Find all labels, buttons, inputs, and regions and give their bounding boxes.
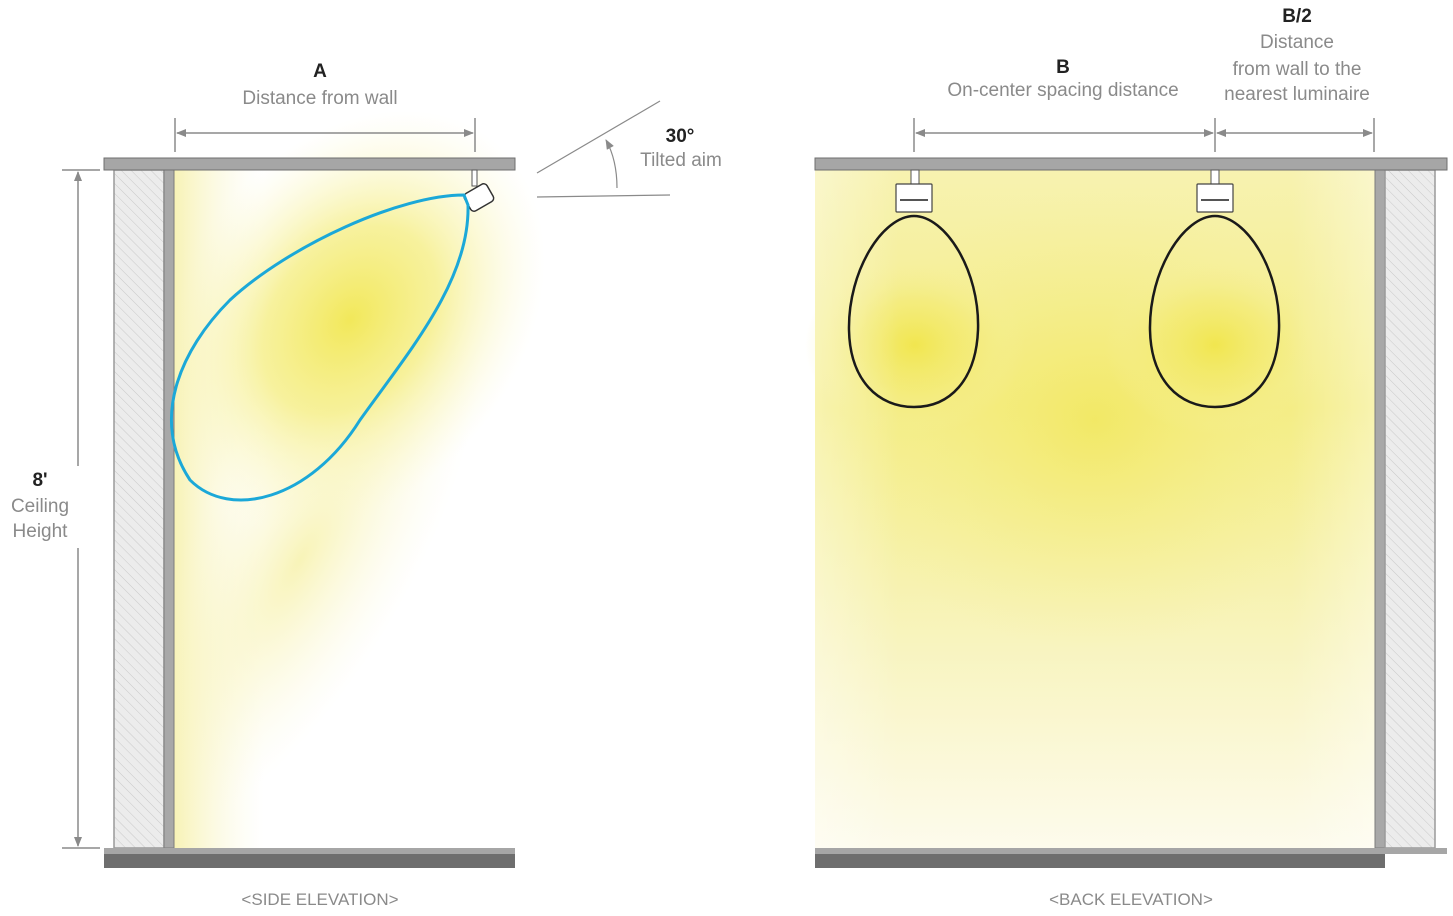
back-wall-hatch (1384, 169, 1436, 849)
dimension-b (913, 118, 1216, 152)
dimension-b-half-caption-3: nearest luminaire (1224, 84, 1370, 105)
back-light-edge-fade (815, 170, 1375, 848)
back-ceiling (814, 157, 1448, 171)
side-floor-top (104, 848, 515, 854)
tilt-angle-indicator (536, 100, 671, 198)
dimension-a-caption: Distance from wall (242, 88, 398, 109)
back-floor-top (815, 848, 1447, 854)
tilt-angle-value: 30° (665, 126, 695, 147)
side-light-hotspot (155, 110, 545, 530)
tilt-angle-caption: Tilted aim (640, 150, 722, 171)
side-elevation (62, 100, 671, 868)
dimension-a-letter: A (313, 61, 327, 82)
side-beam-outline (169, 193, 470, 502)
back-beam-outline-left (847, 214, 980, 409)
back-beam-outline-right (1148, 214, 1281, 409)
back-elevation (805, 118, 1448, 868)
dimension-b-half-caption-1: Distance (1260, 32, 1334, 53)
side-wall-face (163, 169, 175, 849)
ceiling-height-value: 8' (32, 470, 48, 491)
side-floor (104, 854, 515, 868)
ceiling-height-caption-2: Height (12, 521, 68, 542)
dimension-b-caption: On-center spacing distance (947, 80, 1179, 101)
back-floor (815, 854, 1385, 868)
dimension-b-half (1216, 118, 1375, 152)
dimension-height (62, 169, 100, 849)
dimension-b-letter: B (1056, 57, 1070, 78)
ceiling-height-caption-1: Ceiling (10, 496, 70, 517)
side-wall-hatch (113, 169, 165, 849)
side-elevation-caption: <SIDE ELEVATION> (241, 890, 399, 909)
dimension-b-half-caption-2: from wall to the (1232, 59, 1362, 80)
back-luminaire-left-icon (895, 169, 933, 213)
back-luminaire-right-icon (1196, 169, 1234, 213)
back-elevation-caption: <BACK ELEVATION> (1049, 890, 1213, 909)
dimension-a (174, 118, 476, 152)
back-wall-face (1374, 169, 1386, 849)
dimension-b-half-letter: B/2 (1282, 6, 1312, 27)
side-ceiling (103, 157, 516, 171)
